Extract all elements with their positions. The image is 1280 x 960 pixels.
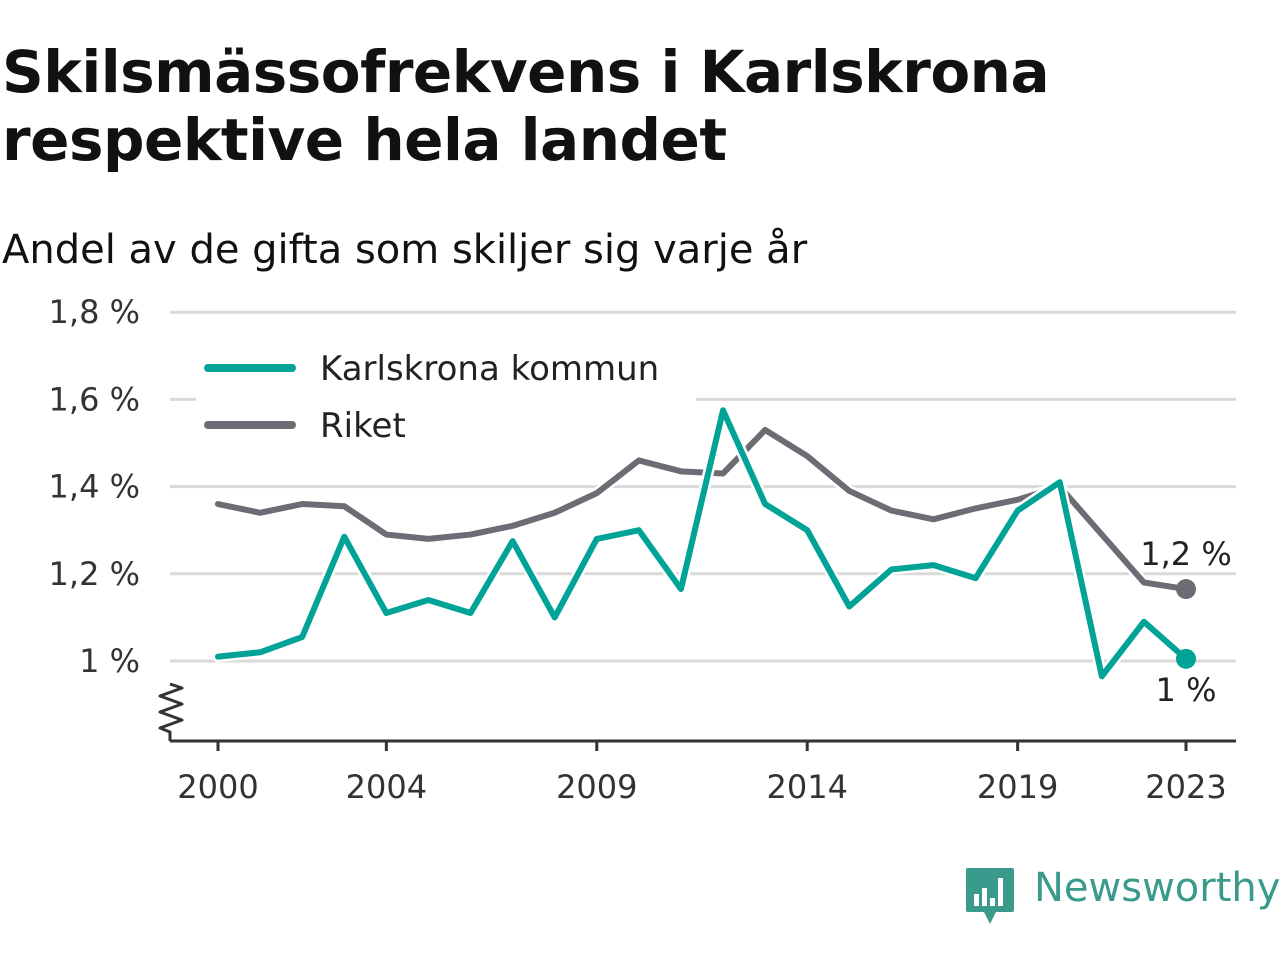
axes: 1 % 1,2 % 1,4 % 1,6 % 1,8 % 2000 2004 2009 2014 2…: [49, 293, 1236, 806]
legend-background: [196, 340, 696, 452]
series-line-riket: [215, 426, 1189, 593]
newsworthy-chart-icon: [966, 868, 1014, 924]
series-lines: [212, 404, 1196, 682]
x-tick-label: 2014: [766, 768, 847, 806]
x-tick-label: 2019: [977, 768, 1058, 806]
line-chart: 1 % 1,2 % 1,4 % 1,6 % 1,8 % 2000 2004 2009 2014 2…: [49, 293, 1236, 806]
x-tick-label: 2009: [556, 768, 637, 806]
y-tick-label: 1,6 %: [49, 380, 140, 418]
legend-label: Riket: [320, 406, 406, 446]
series-line-karlskrona: [215, 407, 1189, 680]
newsworthy-logo: Newsworthy: [964, 862, 1280, 928]
y-tick-label: 1,8 %: [49, 293, 140, 331]
series-end-point: [1176, 648, 1196, 669]
series-end-point: [1176, 579, 1196, 600]
chart-title: Skilsmässofrekvens i Karlskrona respekti…: [2, 38, 1050, 174]
brand-name: Newsworthy: [1034, 865, 1280, 911]
y-tick-label: 1,4 %: [49, 468, 140, 506]
end-labels: 1,2 % 1 %: [1140, 535, 1231, 709]
end-label-karlskrona: 1 %: [1156, 671, 1217, 709]
x-tick-label: 2004: [346, 768, 427, 806]
y-axis-break-icon: [158, 682, 184, 741]
y-tick-label: 1,2 %: [49, 555, 140, 593]
end-label-riket: 1,2 %: [1140, 535, 1231, 573]
x-tick-label: 2000: [177, 768, 258, 806]
legend: Karlskrona kommun Riket: [196, 340, 696, 452]
chart-subtitle: Andel av de gifta som skiljer sig varje …: [2, 227, 808, 273]
y-tick-label: 1 %: [79, 642, 140, 680]
x-tick-label: 2023: [1145, 768, 1226, 806]
legend-label: Karlskrona kommun: [320, 349, 659, 389]
